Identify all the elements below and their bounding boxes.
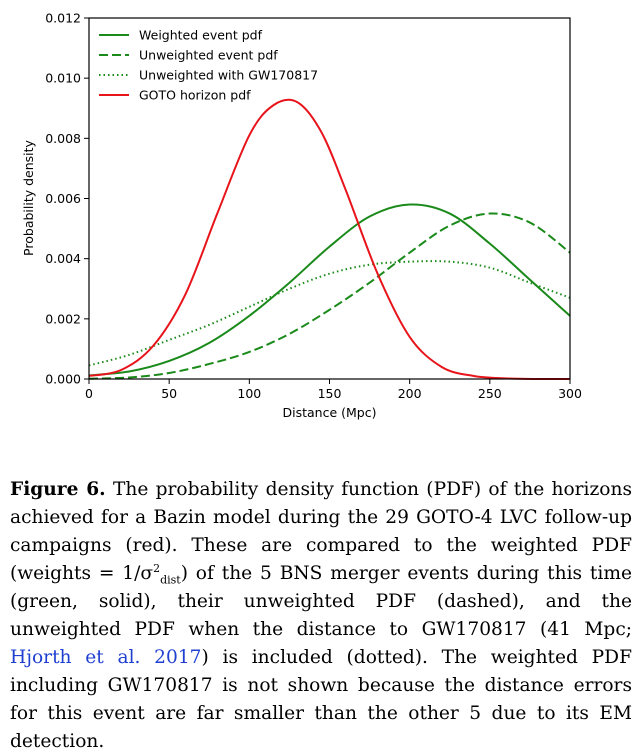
legend: Weighted event pdf Unweighted event pdf Un…	[99, 28, 318, 103]
series-line-4	[88, 98, 570, 381]
x-tick-label: 100	[237, 386, 261, 401]
y-tick-label: 0.002	[45, 311, 81, 326]
series-line-3	[88, 260, 571, 367]
chart-figure: 0 50 100 150 200 250 300 0.0000.0020.0040.0060…	[21, 11, 582, 421]
x-axis-ticks: 0 50 100 150 200 250 300	[85, 379, 582, 401]
caption-text-2: ) of the 5 BNS merger events during this…	[10, 563, 632, 640]
legend-label-2: Unweighted event pdf	[139, 48, 278, 63]
series-line-2	[88, 212, 571, 380]
figure-caption: Figure 6. The probability density functi…	[10, 476, 632, 756]
citation-link[interactable]: Hjorth et al. 2017	[10, 647, 202, 668]
y-axis-ticks: 0.000 0.002 0.004 0.006 0.008 0.010 0.012	[45, 11, 89, 387]
caption-text-1: The probability density function (PDF) o…	[10, 479, 633, 584]
x-tick-label: 200	[398, 386, 422, 401]
x-tick-label: 250	[478, 386, 502, 401]
caption-sup: 2	[153, 561, 161, 575]
series-line-1	[88, 203, 571, 377]
caption-label: Figure 6.	[10, 479, 106, 500]
x-axis-label: Distance (Mpc)	[283, 405, 377, 420]
y-tick-label: 0.006	[45, 191, 81, 206]
legend-label-1: Weighted event pdf	[139, 28, 263, 43]
y-tick-label: 0.010	[45, 71, 81, 86]
y-axis-label: Probability density	[21, 139, 36, 255]
x-tick-label: 50	[161, 386, 177, 401]
plot-lines	[88, 98, 571, 381]
y-tick-label: 0.012	[45, 11, 81, 26]
y-tick-label: 0.004	[45, 251, 81, 266]
y-tick-label: 0.000	[45, 372, 81, 387]
caption-sub: dist	[160, 573, 181, 587]
y-tick-label: 0.008	[45, 131, 81, 146]
x-tick-label: 0	[85, 386, 93, 401]
legend-label-4: GOTO horizon pdf	[139, 88, 251, 103]
x-tick-label: 150	[318, 386, 342, 401]
legend-label-3: Unweighted with GW170817	[139, 68, 318, 83]
x-tick-label: 300	[558, 386, 582, 401]
